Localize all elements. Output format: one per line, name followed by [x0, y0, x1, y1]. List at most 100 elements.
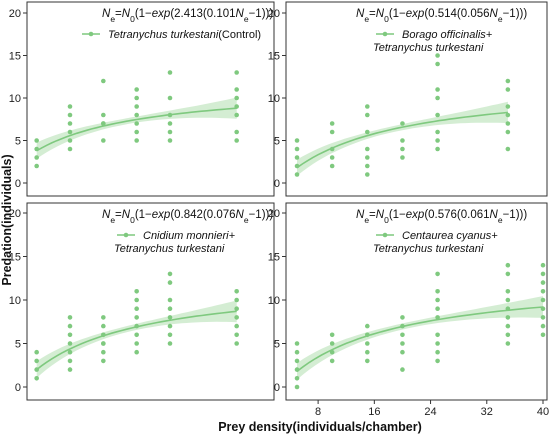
data-point [365, 341, 370, 346]
data-point [34, 358, 39, 364]
x-tick-label: 16 [368, 406, 380, 418]
equation-part: e [110, 14, 115, 24]
data-point [167, 112, 173, 118]
legend-text: Cnidium monnieri+ Tetranychus turkestani [114, 230, 236, 255]
data-point [67, 341, 73, 346]
data-point [435, 297, 440, 303]
data-point [101, 341, 106, 346]
equation-part: (0.842(0.076 [170, 209, 235, 221]
data-point [400, 138, 405, 143]
data-point [400, 315, 405, 320]
equation-part: N [356, 8, 365, 20]
equation-part: N [490, 8, 499, 20]
y-tick-label: 5 [274, 339, 280, 351]
data-point [365, 332, 370, 338]
data-point [294, 138, 300, 143]
legend-species: Tetranychus turkestani [114, 243, 225, 255]
x-axis-label: Prey density(individuals/chamber) [218, 420, 422, 434]
equation-part: e [498, 14, 503, 24]
y-tick-label: 10 [9, 93, 21, 105]
data-point [101, 358, 106, 364]
data-point [435, 146, 440, 152]
equation-part: −1))) [249, 209, 274, 221]
x-tick-label: 24 [424, 406, 436, 418]
data-point [540, 332, 546, 338]
panel-frame [26, 1, 275, 197]
data-point [365, 358, 370, 364]
data-point [134, 349, 139, 355]
data-point [134, 332, 139, 338]
data-point [234, 95, 239, 101]
data-point [234, 332, 239, 338]
data-point [435, 349, 440, 355]
data-point [134, 121, 139, 126]
data-point [167, 332, 173, 338]
data-point [329, 155, 335, 160]
equation-part: 0 [384, 14, 389, 24]
data-point [234, 297, 239, 303]
equation-part: exp [406, 209, 425, 221]
data-point [505, 104, 511, 109]
data-point [435, 112, 440, 118]
data-point [34, 367, 39, 372]
data-point [294, 172, 300, 177]
data-point [540, 280, 546, 285]
data-point [329, 341, 335, 346]
data-point [234, 289, 239, 294]
data-point [400, 121, 405, 126]
y-tick-label: 0 [15, 382, 21, 394]
fit-equation: Ne=N0(1−exp(0.514(0.056Ne−1))) [356, 8, 527, 24]
equation-part: = [369, 209, 376, 221]
data-point [294, 384, 300, 390]
legend-marker [382, 31, 388, 37]
y-tick-label: 5 [15, 339, 21, 351]
data-point [540, 262, 546, 268]
equation-part: N [122, 209, 131, 221]
data-point [540, 297, 546, 303]
data-point [167, 341, 173, 346]
data-point [294, 376, 300, 381]
equation-part: N [376, 8, 385, 20]
equation-part: = [369, 8, 376, 20]
data-point [329, 121, 335, 126]
data-point [505, 87, 511, 92]
data-point [167, 323, 173, 329]
data-point [329, 349, 335, 355]
data-point [435, 61, 440, 67]
data-point [435, 87, 440, 92]
data-point [505, 306, 511, 312]
data-point [365, 323, 370, 329]
data-point [234, 341, 239, 346]
legend-text: Borago officinalis+ Tetranychus turkestan… [373, 29, 493, 54]
equation-part: exp [406, 8, 425, 20]
data-point [234, 104, 239, 109]
data-point [134, 289, 139, 294]
data-point [101, 332, 106, 338]
data-point [400, 155, 405, 160]
data-point [400, 146, 405, 152]
legend-text: Centaurea cyanus+ Tetranychus turkestani [373, 230, 498, 255]
y-tick-label: 0 [274, 382, 280, 394]
equation-part: = [115, 8, 122, 20]
x-tick-label: 40 [537, 406, 549, 418]
data-point [365, 104, 370, 109]
confidence-band [297, 296, 543, 380]
fit-line [36, 107, 237, 152]
equation-part: (1− [135, 8, 152, 20]
equation-part: 0 [384, 215, 389, 225]
data-point [234, 129, 239, 135]
equation-part: e [244, 14, 249, 24]
y-tick-label: 10 [9, 295, 21, 307]
data-point [435, 138, 440, 143]
data-point [505, 112, 511, 118]
data-point [329, 163, 335, 169]
data-point [167, 129, 173, 135]
data-point [365, 163, 370, 169]
data-point [505, 262, 511, 268]
data-point [540, 271, 546, 277]
equation-part: −1))) [249, 8, 274, 20]
equation-part: N [236, 8, 245, 20]
y-tick-label: 5 [15, 136, 21, 148]
data-point [234, 315, 239, 320]
